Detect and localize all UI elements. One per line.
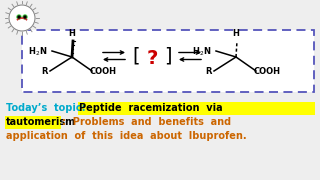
- Text: H: H: [233, 29, 239, 38]
- Bar: [78, 102, 315, 115]
- Text: H: H: [68, 29, 76, 38]
- Ellipse shape: [23, 15, 27, 19]
- FancyBboxPatch shape: [22, 30, 314, 92]
- Text: Peptide  racemization  via: Peptide racemization via: [79, 103, 223, 113]
- Text: COOH: COOH: [254, 68, 281, 76]
- Text: tautomerism: tautomerism: [6, 117, 76, 127]
- Text: ?: ?: [146, 48, 158, 68]
- Text: R: R: [205, 68, 211, 76]
- Ellipse shape: [24, 16, 26, 18]
- Text: H$_2$N: H$_2$N: [28, 46, 47, 58]
- Circle shape: [9, 5, 35, 31]
- Text: [: [: [132, 46, 140, 66]
- Ellipse shape: [17, 15, 21, 19]
- Text: R: R: [41, 68, 47, 76]
- Text: application  of  this  idea  about  Ibuprofen.: application of this idea about Ibuprofen…: [6, 131, 247, 141]
- Text: ]: ]: [164, 46, 172, 66]
- Text: H$_2$N: H$_2$N: [192, 46, 211, 58]
- Ellipse shape: [18, 16, 20, 18]
- Bar: [5, 116, 61, 129]
- Text: :  Problems  and  benefits  and: : Problems and benefits and: [62, 117, 231, 127]
- Text: Today’s  topic:: Today’s topic:: [6, 103, 92, 113]
- Text: COOH: COOH: [90, 68, 117, 76]
